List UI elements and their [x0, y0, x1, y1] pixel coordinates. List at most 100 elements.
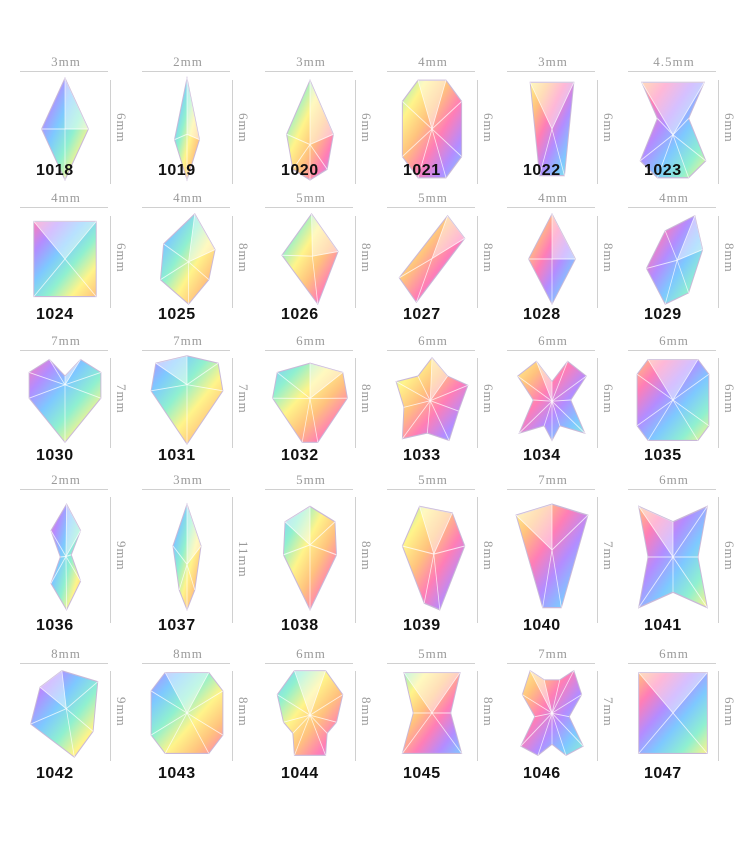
gem-facet: [657, 134, 674, 178]
product-card-1023[interactable]: 4.5mm 6mm 1023: [626, 52, 748, 186]
height-label: 6mm: [481, 384, 496, 414]
gem-facet: [151, 384, 188, 392]
gem-facet: [39, 686, 67, 710]
height-line: [477, 671, 478, 761]
product-card-1036[interactable]: 2mm 9mm 1036: [18, 472, 140, 641]
product-card-1044[interactable]: 6mm 8mm 1044: [263, 645, 385, 789]
product-card-1039[interactable]: 5mm 8mm 1039: [385, 472, 507, 641]
product-card-1025[interactable]: 4mm 8mm 1025: [140, 188, 262, 330]
gem-facet: [431, 101, 462, 130]
gem-facet: [277, 694, 311, 716]
product-card-1032[interactable]: 6mm 8mm 1032: [263, 332, 385, 471]
gem-body: [159, 213, 216, 305]
gem-facet: [638, 556, 674, 608]
gem-facet: [186, 362, 219, 386]
height-label: 7mm: [601, 541, 616, 571]
height-label: 8mm: [359, 243, 374, 273]
product-card-1037[interactable]: 3mm 11mm 1037: [140, 472, 262, 641]
gem-shield-down-icon: [401, 505, 466, 611]
gem-facet: [417, 80, 433, 130]
product-card-1041[interactable]: 6mm 6mm 1041: [626, 472, 748, 641]
gem-facet: [433, 545, 465, 555]
gem-facet: [647, 359, 674, 401]
product-card-1029[interactable]: 4mm 8mm 1029: [626, 188, 748, 330]
height-line: [232, 358, 233, 448]
height-label: 6mm: [236, 113, 251, 143]
height-label: 8mm: [722, 243, 737, 273]
product-code: 1030: [36, 447, 74, 464]
gem-facet: [431, 237, 465, 259]
product-card-1042[interactable]: 8mm 9mm 1042: [18, 645, 140, 789]
product-code: 1046: [523, 765, 561, 782]
gem-star4-icon: [638, 505, 708, 609]
gem-facet: [672, 399, 710, 427]
width-label: 6mm: [538, 333, 568, 348]
product-card-1043[interactable]: 8mm 8mm 1043: [140, 645, 262, 789]
gem-facet: [33, 221, 66, 260]
gem-octagon-wide-icon: [150, 671, 224, 755]
product-card-1024[interactable]: 4mm 6mm 1024: [18, 188, 140, 330]
gem-facet: [518, 400, 553, 434]
product-card-1046[interactable]: 7mm 7mm 1046: [505, 645, 627, 789]
product-card-1031[interactable]: 7mm 7mm 1031: [140, 332, 262, 471]
height-label: 7mm: [601, 697, 616, 727]
gem-facet: [533, 399, 553, 402]
product-card-1019[interactable]: 2mm 6mm 1019: [140, 52, 262, 186]
gem-highlight: [641, 82, 705, 135]
height-line: [110, 358, 111, 448]
gem-facet: [551, 712, 567, 756]
product-card-1035[interactable]: 6mm 6mm 1035: [626, 332, 748, 471]
product-card-1047[interactable]: 6mm 6mm 1047: [626, 645, 748, 789]
product-card-1038[interactable]: 5mm 8mm 1038: [263, 472, 385, 641]
product-card-1034[interactable]: 6mm 6mm 1034: [505, 332, 627, 471]
gem-facet: [672, 134, 689, 178]
product-card-1027[interactable]: 5mm 8mm 1027: [385, 188, 507, 330]
width-line: [628, 71, 716, 72]
height-label: 6mm: [722, 384, 737, 414]
gem-facet: [551, 375, 587, 402]
gem-body: [276, 670, 344, 756]
gem-facet: [543, 401, 553, 426]
gem-facet: [286, 133, 311, 146]
gem-shield-icon: [159, 213, 216, 305]
product-card-1028[interactable]: 4mm 8mm 1028: [505, 188, 627, 330]
width-line: [387, 663, 475, 664]
gem-facet: [186, 712, 210, 754]
height-line: [110, 671, 111, 761]
gem-facet: [551, 712, 584, 747]
product-code: 1033: [403, 447, 441, 464]
gem-facet: [49, 359, 66, 386]
product-card-1026[interactable]: 5mm 8mm 1026: [263, 188, 385, 330]
height-line: [718, 671, 719, 761]
product-card-1022[interactable]: 3mm 6mm 1022: [505, 52, 627, 186]
width-label: 8mm: [51, 646, 81, 661]
product-card-1033[interactable]: 6mm 6mm 1033: [385, 332, 507, 471]
gem-facet: [29, 371, 66, 386]
gem-facet: [50, 530, 67, 557]
gem-facet: [50, 556, 67, 584]
product-card-1030[interactable]: 7mm 7mm 1030: [18, 332, 140, 471]
gem-highlight: [33, 221, 97, 259]
gem-facet: [433, 553, 441, 610]
width-line: [142, 350, 230, 351]
gem-highlight: [530, 82, 574, 129]
height-label: 8mm: [359, 384, 374, 414]
product-card-1045[interactable]: 5mm 8mm 1045: [385, 645, 507, 789]
gem-facet: [551, 399, 571, 402]
product-code: 1035: [644, 447, 682, 464]
gem-facet: [676, 260, 689, 294]
product-card-1018[interactable]: 3mm 6mm 1018: [18, 52, 140, 186]
height-line: [355, 216, 356, 308]
product-code: 1044: [281, 765, 319, 782]
gem-facet: [534, 712, 553, 718]
gem-facet: [419, 506, 435, 555]
gem-facet: [431, 80, 447, 130]
product-card-1040[interactable]: 7mm 7mm 1040: [505, 472, 627, 641]
width-label: 3mm: [51, 54, 81, 69]
height-line: [718, 497, 719, 623]
gem-drop-down-icon: [283, 505, 337, 611]
product-card-1020[interactable]: 3mm 6mm 1020: [263, 52, 385, 186]
gem-facet: [65, 530, 81, 557]
product-card-1021[interactable]: 4mm 6mm 1021: [385, 52, 507, 186]
gem-facet: [429, 375, 448, 402]
